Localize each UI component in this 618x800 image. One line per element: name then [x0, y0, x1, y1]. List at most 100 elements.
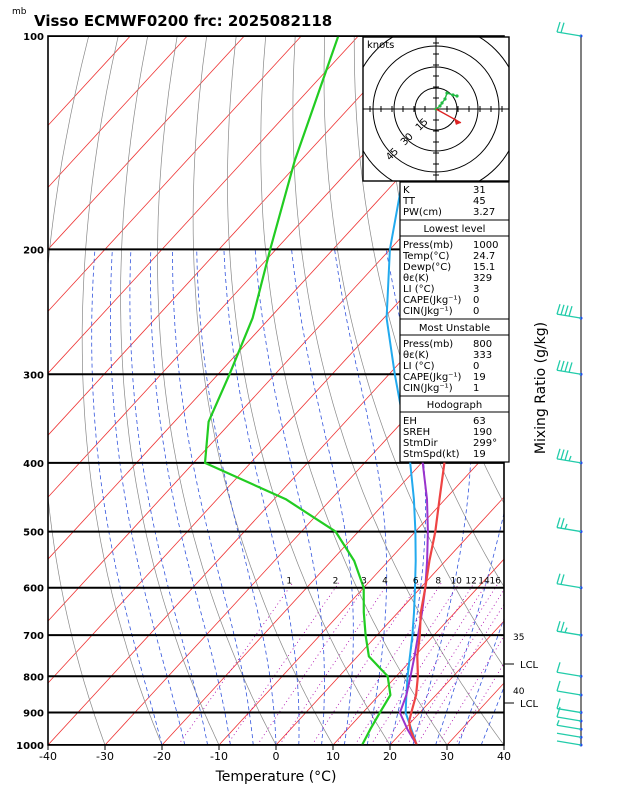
wind-barb	[556, 662, 583, 678]
barb-shaft	[556, 526, 582, 533]
index-lowest-label: Press(mb)	[403, 240, 453, 251]
barb-flag	[564, 361, 569, 372]
mixing-ratio-line	[279, 582, 389, 745]
index-unstable-value: 333	[473, 350, 492, 361]
barb-shaft	[556, 671, 582, 677]
grid-layer	[48, 36, 618, 745]
isotherm-line	[48, 248, 504, 745]
y-tick-label: 500	[23, 528, 44, 539]
barb-flag	[560, 574, 565, 585]
index-lowest-value: 24.7	[473, 251, 495, 262]
y-tick-label: 1000	[16, 741, 44, 752]
mixing-ratio-line	[354, 582, 460, 745]
mixing-ratio-axis-title: Mixing Ratio (g/kg)	[533, 322, 549, 454]
barb-flag	[556, 573, 561, 584]
barb-flag	[560, 449, 565, 460]
hodograph-point	[451, 93, 455, 97]
dry-adiabat-line	[590, 36, 618, 745]
wind-barb	[556, 21, 583, 38]
isotherm-line	[48, 36, 359, 374]
barb-flag	[556, 360, 561, 371]
index-lowest-value: 0	[473, 306, 479, 317]
index-hodograph-value: 190	[473, 427, 492, 438]
index-hodograph-value: 299°	[473, 438, 497, 449]
wind-barb	[556, 732, 583, 739]
y-tick-label: 800	[23, 672, 44, 683]
index-lowest-label: CIN(Jkg⁻¹)	[403, 306, 453, 317]
index-lowest-value: 1000	[473, 240, 498, 251]
x-tick-label: -40	[39, 750, 57, 763]
chart-title: Visso ECMWF0200 frc: 2025082118	[34, 12, 332, 30]
theta-e-label: 40	[513, 687, 525, 697]
wetbulb-curve	[385, 36, 445, 745]
index-hodograph-label: EH	[403, 416, 417, 427]
index-lowest-value: 329	[473, 273, 492, 284]
hodograph-unit-label: knots	[367, 40, 394, 51]
y-tick-label: 200	[23, 245, 44, 256]
dry-adiabat-line	[157, 36, 277, 745]
y-tick-label: 700	[23, 631, 44, 642]
dry-adiabat-line	[292, 36, 504, 745]
barb-flag	[560, 518, 565, 529]
barb-shaft	[556, 31, 582, 37]
mixing-ratio-line	[416, 603, 504, 745]
index-unstable-value: 0	[473, 361, 479, 372]
wind-barb	[556, 517, 583, 534]
barb-flag	[556, 21, 561, 33]
index-top-value: 3.27	[473, 207, 495, 218]
wind-barb	[556, 740, 583, 747]
barb-shaft	[556, 724, 582, 730]
barb-flag	[556, 698, 561, 709]
isotherm-line	[389, 620, 504, 745]
barb-flag	[560, 22, 565, 33]
x-tick-label: 0	[273, 750, 280, 763]
index-lowest-label: Temp(°C)	[402, 251, 450, 262]
mixing-ratio-line	[396, 582, 499, 745]
isotherm-line	[332, 558, 504, 745]
barb-shaft	[556, 740, 582, 746]
x-tick-label: -10	[210, 750, 228, 763]
mixing-ratio-label: 12	[465, 577, 476, 587]
y-tick-label: 600	[23, 584, 44, 595]
barb-flag	[564, 305, 569, 316]
index-lowest-value: 3	[473, 284, 479, 295]
index-unstable-label: θε(K)	[403, 350, 429, 361]
moist-adiabat-line	[172, 249, 254, 745]
index-lowest-value: 15.1	[473, 262, 495, 273]
y-tick-label: 300	[23, 370, 44, 381]
index-top-label: PW(cm)	[403, 207, 442, 218]
wind-barb	[556, 448, 583, 465]
barb-shaft	[556, 707, 582, 714]
mixing-ratio-line	[178, 582, 294, 745]
index-hodograph-value: 19	[473, 449, 486, 460]
index-hodograph-title: Hodograph	[427, 400, 482, 411]
mixing-ratio-line	[335, 582, 442, 745]
isotherm-line	[48, 36, 416, 436]
index-hodograph-label: SREH	[403, 427, 430, 438]
x-tick-label: -20	[153, 750, 171, 763]
index-top-value: 31	[473, 185, 486, 196]
y-tick-label: 100	[23, 32, 44, 43]
mixing-ratio-label: 16	[490, 577, 502, 587]
moist-adiabat-line	[223, 249, 300, 745]
isotherm-line	[48, 186, 504, 684]
wind-barb	[556, 303, 583, 320]
hodograph-point	[438, 104, 442, 108]
moist-adiabat-line	[254, 249, 325, 745]
moist-adiabat-line	[334, 249, 388, 745]
dry-adiabat-line	[81, 36, 163, 745]
dry-adiabat-line	[120, 36, 220, 745]
y-tick-label: 400	[23, 459, 44, 470]
barb-shaft	[556, 630, 582, 636]
dry-adiabat-line	[323, 36, 504, 668]
index-lowest-title: Lowest level	[424, 224, 486, 235]
mixing-ratio-line	[311, 582, 420, 745]
barb-flag	[564, 450, 569, 461]
lcl-label: LCL	[520, 699, 539, 710]
barb-flag	[556, 662, 561, 673]
x-tick-label: 10	[326, 750, 340, 763]
barb-half-flag	[556, 719, 560, 726]
hodograph-point	[455, 94, 459, 98]
wind-barb	[556, 719, 583, 731]
